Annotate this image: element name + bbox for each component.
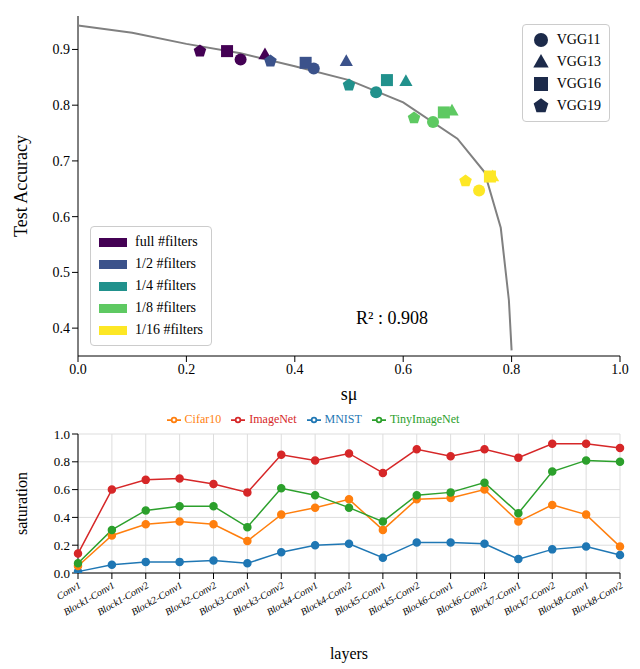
svg-text:Block3-Conv2: Block3-Conv2 [230,579,286,618]
html-text:VGG11: VGG11 [556,32,601,47]
svg-text:0.7: 0.7 [53,154,71,169]
html-text:VGG13: VGG13 [556,54,601,69]
svg-text:Block3-Conv1: Block3-Conv1 [196,579,252,618]
svg-text:Block8-Conv2: Block8-Conv2 [570,579,625,617]
svg-text:0.4: 0.4 [286,362,304,377]
svg-text:Test Accuracy: Test Accuracy [11,135,31,237]
svg-text:layers: layers [330,645,368,663]
svg-text:0.9: 0.9 [53,42,71,57]
html-text:TinyImageNet: TinyImageNet [389,412,460,426]
html-text:1/16 #filters: 1/16 #filters [135,322,203,337]
html-text:VGG19: VGG19 [556,98,601,113]
svg-text:saturation: saturation [13,472,30,535]
svg-text:0.2: 0.2 [54,538,70,553]
svg-text:Block4-Conv1: Block4-Conv1 [264,579,320,618]
svg-text:Block2-Conv1: Block2-Conv1 [129,579,185,618]
html-text:ImageNet: ImageNet [249,412,297,426]
svg-text:Block2-Conv2: Block2-Conv2 [163,579,219,618]
svg-text:sμ: sμ [341,384,358,404]
svg-text:1.0: 1.0 [611,362,629,377]
svg-text:Block1-Conv1: Block1-Conv1 [61,579,117,618]
svg-text:Block6-Conv2: Block6-Conv2 [434,579,489,618]
svg-text:0.0: 0.0 [69,362,87,377]
svg-text:Block6-Conv1: Block6-Conv1 [400,579,456,618]
svg-text:Conv1: Conv1 [54,579,83,602]
html-text:R² : 0.908: R² : 0.908 [356,308,428,328]
svg-text:0.5: 0.5 [53,265,71,280]
svg-text:Block1-Conv2: Block1-Conv2 [95,579,151,618]
html-text:full #filters: full #filters [135,234,198,249]
html-text:Cifar10: Cifar10 [184,412,222,426]
html-text:1/8 #filters: 1/8 #filters [135,300,196,315]
svg-text:0.8: 0.8 [503,362,521,377]
svg-text:Block5-Conv1: Block5-Conv1 [332,579,388,618]
svg-text:Block5-Conv2: Block5-Conv2 [366,579,422,618]
svg-text:0.6: 0.6 [53,210,71,225]
html-text:VGG16: VGG16 [556,76,601,91]
html-text:1/2 #filters: 1/2 #filters [135,256,196,271]
svg-text:0.0: 0.0 [54,566,70,581]
svg-text:Block8-Conv1: Block8-Conv1 [535,579,591,618]
svg-text:0.8: 0.8 [53,98,71,113]
html-text:1/4 #filters: 1/4 #filters [135,278,196,293]
svg-text:Block7-Conv2: Block7-Conv2 [501,579,557,618]
svg-text:0.6: 0.6 [54,482,71,497]
svg-text:0.6: 0.6 [394,362,412,377]
svg-text:0.4: 0.4 [54,510,71,525]
svg-text:Block7-Conv1: Block7-Conv1 [467,579,523,618]
svg-text:0.4: 0.4 [53,321,71,336]
html-text:MNIST: MNIST [324,412,362,426]
svg-text:1.0: 1.0 [54,427,70,442]
svg-text:Block4-Conv2: Block4-Conv2 [298,579,354,618]
svg-text:0.2: 0.2 [178,362,196,377]
svg-text:0.8: 0.8 [54,454,70,469]
